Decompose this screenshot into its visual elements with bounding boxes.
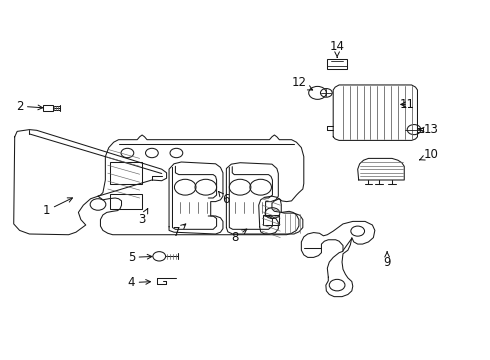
Text: 4: 4 xyxy=(127,276,150,289)
Text: 1: 1 xyxy=(43,198,73,217)
Text: 2: 2 xyxy=(16,100,43,113)
Text: 14: 14 xyxy=(330,40,344,58)
Text: 6: 6 xyxy=(219,192,229,206)
Text: 13: 13 xyxy=(419,123,439,136)
Text: 3: 3 xyxy=(138,208,147,226)
Text: 12: 12 xyxy=(292,76,313,90)
Text: 8: 8 xyxy=(231,229,247,244)
Text: 5: 5 xyxy=(127,251,152,264)
Text: 9: 9 xyxy=(383,252,391,269)
Text: 11: 11 xyxy=(399,98,414,111)
Text: 7: 7 xyxy=(172,224,186,239)
Text: 10: 10 xyxy=(419,148,439,161)
